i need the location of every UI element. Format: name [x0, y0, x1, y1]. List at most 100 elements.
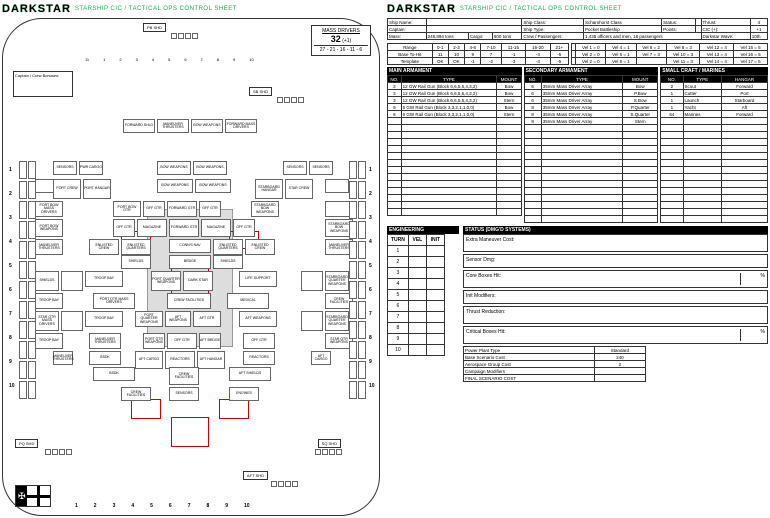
bottom-row: ENGINEERING TURNVELINIT12345678910 STATU… — [387, 226, 768, 382]
compartment: SENSORS — [283, 161, 307, 175]
engineering-table: TURNVELINIT12345678910 — [387, 234, 445, 356]
compartment: AFT GTR — [193, 311, 221, 327]
compartment: AFT BRDGE — [199, 333, 221, 349]
compartment — [325, 179, 349, 193]
small-craft: SMALL CRAFT / MARINES NO.TYPEHANGAR2Scou… — [660, 67, 768, 223]
compartment: ENLISTED CREW — [89, 239, 119, 255]
compartment: PORT HANGAR — [83, 179, 111, 199]
compartment: TROOP BAY — [85, 271, 123, 287]
compartment: CONN'S NAV — [169, 239, 211, 253]
compartment: MEDICAL — [227, 293, 269, 309]
thrust-red[interactable]: Thrust Reduction: — [463, 306, 768, 324]
crew-bonus-box[interactable]: Captain / Crew Bonuses: — [13, 71, 73, 97]
secondary-armament: SECONDARY ARMAMENT NO.TYPEMOUNT635mm Mas… — [524, 67, 659, 223]
main-armament: MAIN ARMAMENT NO.TYPEMOUNT312 GW Rail Gu… — [387, 67, 522, 223]
engineering-block: ENGINEERING TURNVELINIT12345678910 — [387, 226, 459, 382]
compartment: AFT CARGO — [311, 351, 331, 365]
compartment: CREW FACILITIES — [169, 367, 199, 385]
compartment: OFF GTR — [243, 333, 275, 349]
compartment: STARBOARD BOW WEAPONS — [251, 201, 279, 217]
compartment: BOW WEAPONS — [191, 119, 223, 133]
compartment: FORWARD MASS DRIVERS — [225, 119, 257, 133]
compartment: PORT QTR WEAPONS — [143, 333, 165, 349]
subtitle-right: STARSHIP CIC / TACTICAL OPS CONTROL SHEE… — [460, 6, 622, 12]
compartment: PWR CARGO — [79, 161, 103, 175]
compartment — [301, 311, 323, 331]
compartment: PORT BOW MASS DRIVERS — [35, 201, 63, 217]
sensor-dmg[interactable]: Sensor Dmg: — [463, 254, 768, 268]
compartment: LIFE SUPPORT — [239, 271, 277, 287]
compartment: SHIELDS — [35, 271, 59, 291]
redbox-reactor-right — [219, 399, 249, 419]
compartment: MANEUVER THRUSTERS — [53, 351, 73, 365]
compartment: DARK STAR — [183, 271, 213, 291]
ship-outline: MASS DRIVERS 32 (+1) 27 - 21 - 16 - 11 -… — [2, 18, 380, 516]
compartment: AFT WEAPONS — [239, 311, 277, 327]
compartment: PORT QUARTER WEAPONS — [151, 271, 181, 291]
compartment: MAGAZINE — [137, 219, 167, 237]
compartment: BOW WEAPONS — [195, 179, 231, 193]
armament-row: MAIN ARMAMENT NO.TYPEMOUNT312 GW Rail Gu… — [387, 67, 768, 223]
status-block: STATUS (DMG'D SYSTEMS) Extra Maneuver Co… — [463, 226, 768, 382]
mass-drivers-plus: (+1) — [342, 38, 351, 44]
compartment: STAR QTR MASS DRIVERS — [35, 311, 59, 331]
redbox-reactor-left — [131, 399, 161, 419]
logo-right: DARKSTAR — [387, 3, 456, 15]
compartment: BOW WEAPONS — [157, 161, 191, 175]
extra-maneuver[interactable]: Extra Maneuver Cost: — [463, 234, 768, 252]
compartment: ENLISTED CREW — [245, 239, 275, 255]
compartment: TROOP BAY — [85, 311, 123, 327]
compartment: ENLISTED QUARTERS — [121, 239, 151, 255]
craft-table: NO.TYPEHANGAR2ScoutForward1CutterPort1La… — [660, 75, 768, 223]
mass-drivers-box: MASS DRIVERS 32 (+1) 27 - 21 - 16 - 11 -… — [311, 25, 371, 56]
init-mod[interactable]: Init Modifiers: — [463, 290, 768, 304]
compartment: AFT CARGO — [135, 351, 163, 369]
compartment: FORWARD SHLD — [123, 119, 155, 133]
left-panel: DARKSTAR STARSHIP CIC / TACTICAL OPS CON… — [0, 0, 385, 518]
compartment: MANEUVER THRUSTERS — [89, 333, 121, 349]
logo-left: DARKSTAR — [2, 3, 71, 15]
compartment: SENSORS — [53, 161, 77, 175]
compartment: MAGAZINE — [201, 219, 231, 237]
compartment: PORT BOW GTR — [113, 201, 141, 217]
compartment: BOW WEAPONS — [193, 161, 227, 175]
crit-hit[interactable]: Critical Boxes Hit:% — [463, 326, 768, 344]
compartment: STARBOARD QUARTER WEAPONS — [325, 271, 349, 291]
compartment: OFF GTR — [199, 201, 221, 217]
mass-drivers-line: 27 - 21 - 16 - 11 - 6 — [314, 45, 368, 53]
pq-shd: PQ SHD — [15, 439, 38, 448]
compartment: PORT CREW — [53, 179, 81, 199]
range-vel-row: Range0-12-34-67-1011-1516-2021+Base To-H… — [387, 43, 768, 65]
compartment: BRDGE — [169, 255, 211, 269]
compartment: AFT HANGAR — [197, 351, 225, 369]
compartment: SHIELDS — [121, 255, 151, 269]
compartment: MANEUVER THRUSTERS — [157, 119, 189, 133]
title-bar-left: DARKSTAR STARSHIP CIC / TACTICAL OPS CON… — [2, 2, 383, 16]
range-table: Range0-12-34-67-1011-1516-2021+Base To-H… — [387, 43, 569, 65]
col-numbers-top: 1112345678910 — [85, 57, 254, 62]
core-hit[interactable]: Core Boxes Hit:% — [463, 270, 768, 288]
sec-arm-table: NO.TYPEMOUNT635mm Mass Driver ArrayBow63… — [524, 75, 659, 223]
compartment: TROOP BAY — [35, 293, 63, 309]
compartment: STAR CREW — [285, 179, 313, 199]
vel-table: Vel 1 = 0Vel 4 = 1Vel 6 = 2Vel 8 = 3Vel … — [571, 43, 768, 65]
main-arm-table: NO.TYPEMOUNT312 GW Rail Gun (Block 6,6,5… — [387, 75, 522, 216]
compartment — [301, 271, 323, 291]
compartment: BSDK — [89, 351, 121, 365]
compartment: SHIELDS — [213, 255, 243, 269]
compartment: SENSORS — [169, 387, 199, 401]
compartment: FORWARD GTR — [169, 219, 199, 237]
compartment — [61, 311, 83, 331]
compartment: MANEUVER THRUSTERS — [35, 239, 63, 255]
compartment: CREW FACILITIES — [121, 387, 151, 401]
subtitle-left: STARSHIP CIC / TACTICAL OPS CONTROL SHEE… — [75, 6, 237, 12]
ship-info-table: Ship Name: Ship Class:Scharnhorst Class … — [387, 18, 768, 40]
compartment: OFF GTR — [113, 219, 135, 237]
compartment: REACTORS — [243, 351, 275, 365]
title-bar-right: DARKSTAR STARSHIP CIC / TACTICAL OPS CON… — [387, 2, 768, 16]
compartment: ENLISTED QUARTERS — [213, 239, 243, 255]
col-numbers-bottom: 12345678910 — [75, 503, 250, 509]
nation-flag — [15, 485, 51, 507]
mass-drivers-value: 32 — [331, 34, 341, 44]
compartment: STARBOARD QUARTER WEAPONS — [325, 311, 349, 331]
